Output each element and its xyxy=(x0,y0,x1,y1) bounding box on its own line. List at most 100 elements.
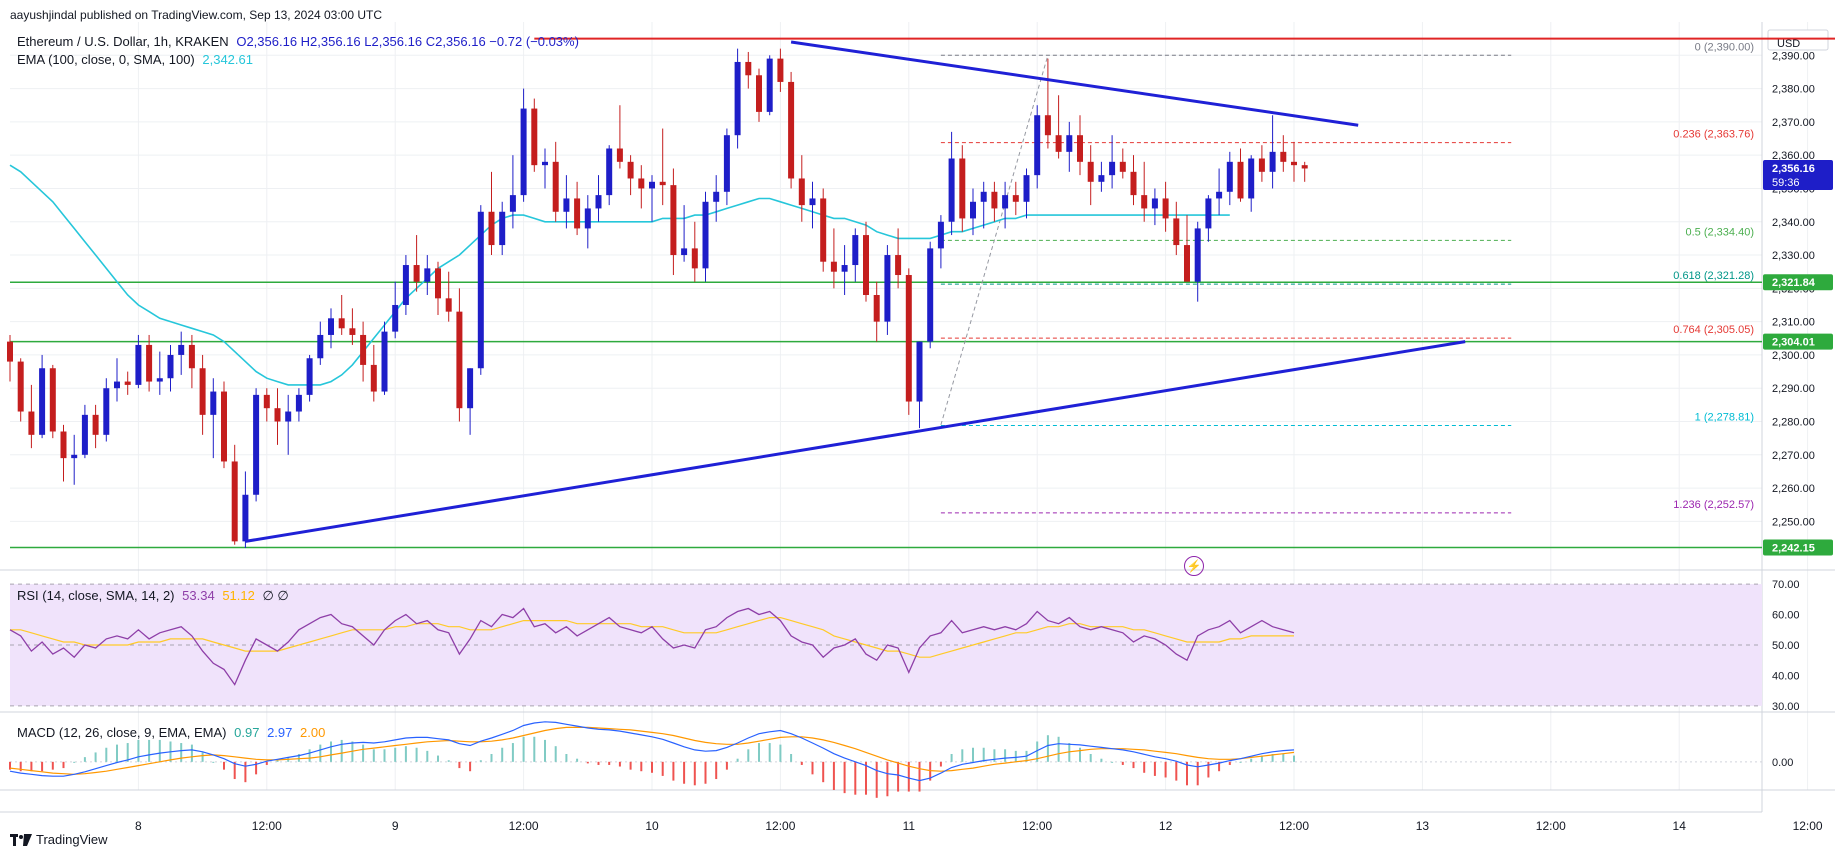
macd-histogram-bar xyxy=(907,761,910,792)
candle-body xyxy=(552,161,559,212)
macd-histogram-bar xyxy=(875,761,878,798)
symbol-title: Ethereum / U.S. Dollar, 1h, KRAKEN xyxy=(17,34,229,49)
x-tick-label: 8 xyxy=(135,819,142,833)
fib-level-label: 0.618 (2,321.28) xyxy=(1673,270,1754,282)
candle-body xyxy=(681,248,688,256)
candle-body xyxy=(392,304,399,332)
macd-histogram-bar xyxy=(715,761,718,780)
y-tick-label: 2,380.00 xyxy=(1772,84,1815,96)
macd-histogram-bar xyxy=(800,761,803,765)
rsi-tick-label: 50.00 xyxy=(1772,640,1800,652)
currency-label[interactable]: USD xyxy=(1777,38,1801,50)
rsi-tick-label: 70.00 xyxy=(1772,579,1800,591)
macd-histogram-bar xyxy=(1239,761,1242,763)
macd-histogram-bar xyxy=(832,761,835,790)
macd-signal-line xyxy=(9,726,1295,775)
y-tick-label: 2,310.00 xyxy=(1772,317,1815,329)
candle-body xyxy=(435,268,441,299)
candle-body xyxy=(71,454,78,459)
macd-histogram-bar xyxy=(437,755,439,762)
candle-body xyxy=(424,268,431,282)
candle-body xyxy=(103,388,110,435)
flash-icon[interactable]: ⚡ xyxy=(1184,556,1204,576)
macd-histogram-bar xyxy=(319,744,322,762)
macd-histogram-bar xyxy=(383,749,386,762)
lower-trend-line xyxy=(245,340,1466,543)
candle-body xyxy=(830,261,837,272)
fib-level-label: 0.5 (2,334.40) xyxy=(1686,226,1755,238)
ema-label: EMA (100, close, 0, SMA, 100) xyxy=(17,52,195,67)
x-tick-label: 9 xyxy=(392,819,399,833)
y-tick-label: 2,340.00 xyxy=(1772,217,1815,229)
macd-histogram-bar xyxy=(394,747,397,762)
y-tick-label: 2,280.00 xyxy=(1772,417,1815,429)
candle-body xyxy=(39,368,46,435)
macd-histogram-bar xyxy=(276,760,279,762)
macd-histogram-bar xyxy=(1089,754,1092,762)
candle-body xyxy=(1248,158,1255,199)
candle-body xyxy=(60,431,67,459)
macd-histogram-bar xyxy=(223,761,225,770)
macd-histogram-bar xyxy=(426,750,429,762)
macd-histogram-bar xyxy=(255,761,258,775)
macd-histogram-bar xyxy=(1218,761,1221,772)
candle-body xyxy=(970,201,976,219)
macd-histogram-bar xyxy=(137,739,140,762)
x-tick-label: 12:00 xyxy=(1793,819,1823,833)
candle-body xyxy=(745,61,752,76)
x-tick-label: 12 xyxy=(1159,819,1173,833)
macd-histogram-bar xyxy=(1293,755,1295,762)
candle-body xyxy=(1269,151,1276,172)
footer-brand: TradingView xyxy=(36,832,108,847)
candle-body xyxy=(467,368,474,409)
macd-histogram-bar xyxy=(308,749,311,762)
candle-body xyxy=(520,108,527,196)
macd-histogram-bar xyxy=(1250,758,1253,762)
candle-body xyxy=(927,248,934,342)
price-label-text: 2,304.01 xyxy=(1772,337,1815,349)
upper-trend-line xyxy=(790,40,1359,127)
macd-histogram-bar xyxy=(939,761,942,767)
candle-body xyxy=(317,334,324,359)
macd-histogram-bar xyxy=(1196,761,1199,786)
macd-histogram-bar xyxy=(865,761,867,795)
y-tick-label: 2,260.00 xyxy=(1772,483,1815,495)
candle-body xyxy=(124,381,131,385)
y-tick-label: 2,250.00 xyxy=(1772,516,1815,528)
macd-histogram-bar xyxy=(19,761,22,772)
candle-body xyxy=(1066,135,1073,152)
macd-histogram-bar xyxy=(897,761,900,792)
fib-level-label: 0 (2,390.00) xyxy=(1695,41,1754,53)
candle-body xyxy=(1173,218,1180,246)
candle-body xyxy=(1044,115,1051,136)
tradingview-logo[interactable]: TradingView xyxy=(10,832,108,847)
rsi-ma-value: 51.12 xyxy=(222,588,255,603)
macd-histogram-bar xyxy=(725,761,728,770)
candle-body xyxy=(1098,175,1105,182)
candle-body xyxy=(1077,135,1083,162)
macd-label: MACD (12, 26, close, 9, EMA, EMA) xyxy=(17,725,227,740)
candle-body xyxy=(809,198,816,206)
macd-histogram-bar xyxy=(683,761,686,784)
rsi-line xyxy=(9,607,1295,686)
candle-body xyxy=(1109,161,1116,176)
candle-body xyxy=(1087,161,1094,182)
candle-body xyxy=(456,311,463,409)
macd-histogram-bar xyxy=(554,746,557,762)
y-tick-label: 2,390.00 xyxy=(1772,50,1815,62)
macd-histogram-bar xyxy=(768,743,771,762)
macd-histogram-bar xyxy=(447,760,450,762)
fib-swing-line xyxy=(940,55,1049,425)
macd-histogram-bar xyxy=(651,761,653,773)
macd-histogram-bar xyxy=(854,761,857,795)
rsi-band xyxy=(10,584,1762,706)
candle-body xyxy=(1162,198,1169,219)
candle-body xyxy=(1023,175,1030,202)
macd-histogram-bar xyxy=(982,747,985,762)
candle-body xyxy=(370,364,377,392)
candle-body xyxy=(328,318,334,335)
ohlc-values: O2,356.16 H2,356.16 L2,356.16 C2,356.16 … xyxy=(236,34,579,49)
macd-histogram-bar xyxy=(1100,758,1103,762)
macd-histogram-bar xyxy=(126,743,129,762)
